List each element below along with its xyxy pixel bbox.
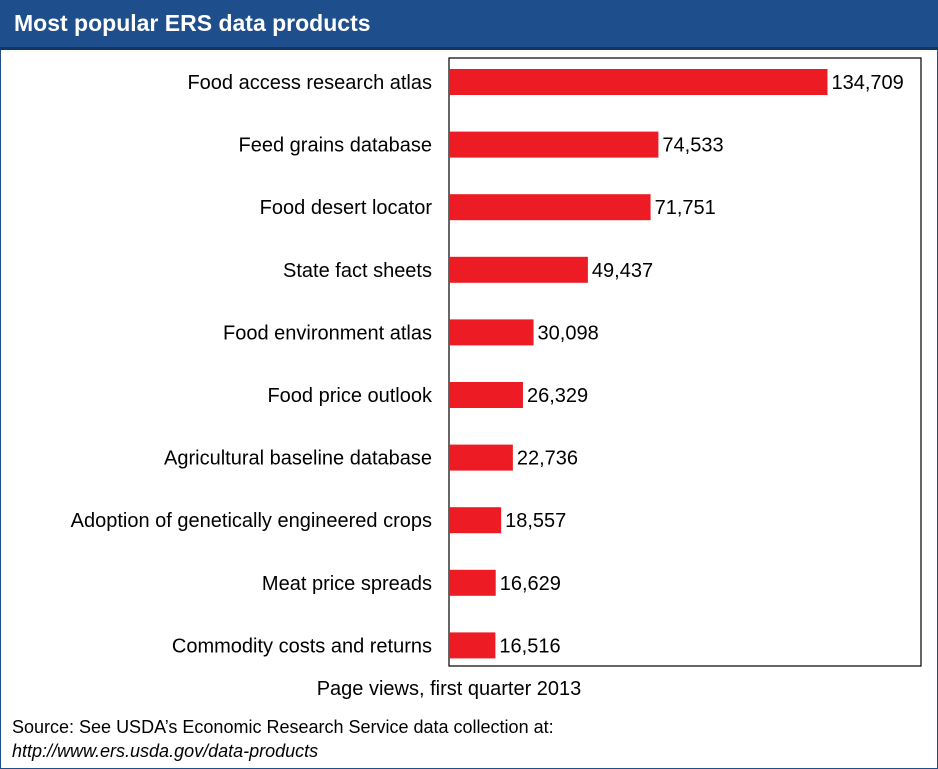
category-label-0: Food access research atlas bbox=[187, 72, 432, 94]
value-label-4: 30,098 bbox=[538, 322, 599, 344]
bar-1 bbox=[449, 131, 659, 158]
category-label-8: Meat price spreads bbox=[262, 573, 432, 595]
category-label-3: State fact sheets bbox=[283, 260, 432, 282]
value-label-9: 16,516 bbox=[499, 635, 560, 657]
category-label-1: Feed grains database bbox=[239, 135, 432, 157]
source-note: Source: See USDA’s Economic Research Ser… bbox=[12, 717, 554, 737]
bar-0 bbox=[449, 69, 828, 95]
category-label-7: Adoption of genetically engineered crops bbox=[71, 510, 432, 532]
value-label-1: 74,533 bbox=[662, 135, 723, 157]
title-bar: Most popular ERS data products bbox=[0, 0, 938, 50]
value-label-6: 22,736 bbox=[517, 448, 578, 470]
bar-8 bbox=[449, 569, 496, 596]
bar-4 bbox=[449, 319, 534, 346]
value-label-2: 71,751 bbox=[655, 197, 716, 219]
chart-title: Most popular ERS data products bbox=[14, 10, 371, 36]
bar-9 bbox=[449, 632, 496, 659]
plot-area-border bbox=[448, 57, 922, 667]
bar-7 bbox=[449, 507, 502, 534]
category-label-6: Agricultural baseline database bbox=[164, 448, 432, 470]
category-label-5: Food price outlook bbox=[267, 385, 433, 407]
value-label-3: 49,437 bbox=[592, 260, 653, 282]
bar-5 bbox=[449, 382, 523, 408]
bar-2 bbox=[449, 194, 651, 221]
value-label-0: 134,709 bbox=[831, 72, 903, 94]
source-url[interactable]: http://www.ers.usda.gov/data-products bbox=[12, 741, 319, 761]
bars-group: Food access research atlas 134,709 Feed gr… bbox=[71, 69, 904, 659]
category-label-4: Food environment atlas bbox=[223, 322, 432, 344]
value-label-5: 26,329 bbox=[527, 385, 588, 407]
x-axis-label: Page views, first quarter 2013 bbox=[316, 678, 582, 700]
value-label-7: 18,557 bbox=[505, 510, 566, 532]
value-label-8: 16,629 bbox=[500, 573, 561, 595]
category-label-9: Commodity costs and returns bbox=[172, 635, 432, 657]
bar-3 bbox=[449, 256, 588, 283]
category-label-2: Food desert locator bbox=[260, 197, 433, 219]
bar-6 bbox=[449, 444, 513, 471]
